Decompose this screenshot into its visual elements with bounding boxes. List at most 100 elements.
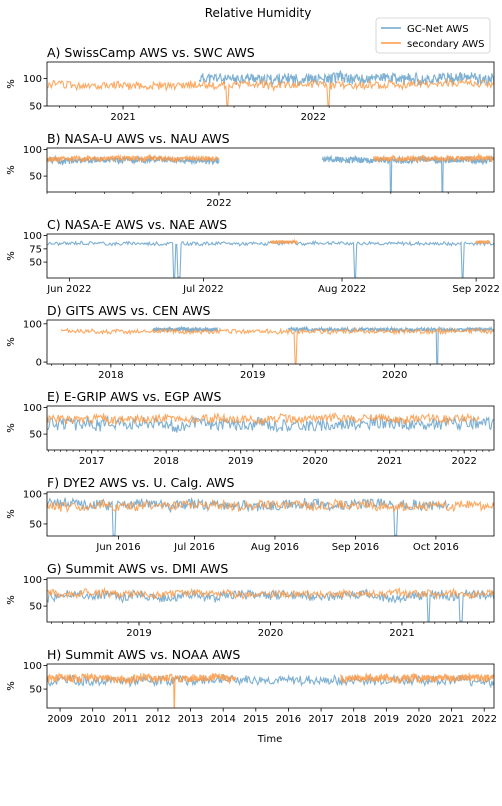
figure-xlabel: Time (257, 734, 282, 745)
panel-title: H) Summit AWS vs. NOAA AWS (47, 647, 240, 662)
series-line-gcnet (47, 588, 494, 622)
panel-c: C) NASA-E AWS vs. NAE AWS% 50 75 100 Jun 202… (6, 217, 500, 295)
panel-g: G) Summit AWS vs. DMI AWS% 50 100 2019 2020 2… (6, 561, 495, 639)
x-tick-label: 2009 (47, 714, 72, 725)
x-tick-label: Aug 2022 (318, 284, 366, 295)
x-tick-label: 2020 (382, 370, 407, 381)
x-tick-label: 2019 (228, 456, 253, 467)
series-line-secondary (47, 586, 494, 601)
series-line-secondary (475, 239, 491, 245)
y-tick-label: 100 (23, 145, 42, 156)
x-tick-label: Jun 2022 (46, 284, 91, 295)
y-tick-label: 50 (29, 685, 42, 696)
axes-frame (46, 405, 495, 451)
x-tick-label: 2015 (243, 714, 268, 725)
plot-area (47, 152, 494, 192)
y-tick-label: 100 (23, 319, 42, 330)
panel-title: F) DYE2 AWS vs. U. Calg. AWS (47, 475, 234, 490)
y-tick-label: 0 (36, 358, 42, 369)
x-tick-label: 2011 (113, 714, 138, 725)
series-line-secondary (47, 77, 494, 106)
y-tick-label: 100 (23, 231, 42, 242)
x-tick-label: 2010 (80, 714, 105, 725)
x-tick-label: 2021 (389, 628, 414, 639)
y-tick-label: 50 (29, 172, 42, 183)
panels: A) SwissCamp AWS vs. SWC AWS% 50 100 2021 20… (6, 45, 500, 725)
x-tick-label: Sep 2022 (452, 284, 499, 295)
axes-frame (46, 233, 495, 279)
plot-area (60, 325, 494, 364)
x-tick-label: 2012 (145, 714, 170, 725)
legend: GC-Net AWS secondary AWS (375, 17, 491, 54)
y-tick-label: 100 (23, 575, 42, 586)
y-tick-label: 50 (29, 430, 42, 441)
x-tick-label: 2021 (377, 456, 402, 467)
plot-area (47, 671, 494, 708)
y-axis-label: % (6, 423, 17, 433)
figure-suptitle: Relative Humidity (205, 6, 312, 20)
x-tick-label: Aug 2016 (251, 542, 299, 553)
y-axis-label: % (6, 595, 17, 605)
x-tick-label: 2017 (308, 714, 333, 725)
x-tick-label: 2017 (79, 456, 104, 467)
panel-a: A) SwissCamp AWS vs. SWC AWS% 50 100 2021 20… (6, 45, 495, 123)
panel-title: D) GITS AWS vs. CEN AWS (47, 303, 211, 318)
series-line-secondary (47, 411, 480, 427)
x-tick-label: 2021 (439, 714, 464, 725)
x-tick-label: 2020 (258, 628, 283, 639)
y-tick-label: 100 (23, 403, 42, 414)
series-line-gcnet (287, 325, 494, 364)
x-tick-label: 2022 (206, 198, 231, 209)
series-line-secondary (340, 671, 494, 685)
panel-f: F) DYE2 AWS vs. U. Calg. AWS% 50 100 Jun 20… (6, 475, 495, 553)
x-tick-label: Jul 2016 (173, 542, 215, 553)
panel-title: B) NASA-U AWS vs. NAU AWS (47, 131, 230, 146)
y-tick-label: 50 (29, 519, 42, 530)
series-line-gcnet (198, 70, 494, 87)
x-tick-label: 2013 (178, 714, 203, 725)
x-tick-label: 2018 (341, 714, 366, 725)
y-tick-label: 100 (23, 489, 42, 500)
x-tick-label: 2016 (276, 714, 301, 725)
legend-label-gcnet: GC-Net AWS (407, 24, 469, 35)
y-tick-label: 100 (23, 74, 42, 85)
plot-area (47, 70, 494, 106)
series-line-secondary (269, 238, 298, 246)
plot-area (47, 586, 494, 622)
x-tick-label: 2020 (302, 456, 327, 467)
y-axis-label: % (6, 509, 17, 519)
x-tick-label: Jun 2016 (95, 542, 140, 553)
series-line-secondary (47, 498, 494, 514)
series-line-secondary (60, 326, 494, 364)
y-axis-label: % (6, 681, 17, 691)
x-tick-label: 2019 (374, 714, 399, 725)
y-axis-label: % (6, 79, 17, 89)
x-tick-label: 2022 (451, 456, 476, 467)
plot-area (47, 238, 494, 278)
y-axis-label: % (6, 251, 17, 261)
x-tick-label: 2019 (126, 628, 151, 639)
axes-frame (46, 61, 495, 107)
series-line-secondary (47, 672, 237, 708)
x-tick-label: 2021 (110, 112, 135, 123)
x-tick-label: Oct 2016 (413, 542, 459, 553)
y-tick-label: 50 (29, 258, 42, 269)
x-tick-label: 2022 (301, 112, 326, 123)
panel-title: G) Summit AWS vs. DMI AWS (47, 561, 228, 576)
panel-h: H) Summit AWS vs. NOAA AWS% 50 100 2009 2010… (6, 647, 497, 725)
series-line-secondary (47, 153, 220, 164)
x-tick-label: 2019 (240, 370, 265, 381)
y-tick-label: 100 (23, 661, 42, 672)
panel-title: E) E-GRIP AWS vs. EGP AWS (47, 389, 221, 404)
plot-area (47, 496, 494, 536)
panel-e: E) E-GRIP AWS vs. EGP AWS% 50 100 2017 2018 2… (6, 389, 495, 467)
panel-title: A) SwissCamp AWS vs. SWC AWS (47, 45, 255, 60)
panel-d: D) GITS AWS vs. CEN AWS% 0 100 2018 2019 2020 (6, 303, 495, 381)
x-tick-label: 2018 (153, 456, 178, 467)
axes-frame (46, 663, 495, 709)
axes-frame (46, 319, 495, 365)
y-tick-label: 75 (29, 244, 42, 255)
plot-area (47, 411, 494, 434)
x-tick-label: 2022 (471, 714, 496, 725)
